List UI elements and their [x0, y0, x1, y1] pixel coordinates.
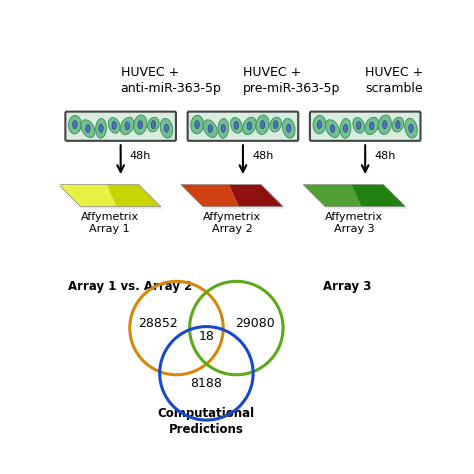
Ellipse shape: [134, 115, 147, 135]
Ellipse shape: [81, 120, 95, 137]
Text: HUVEC +
pre-miR-363-5p: HUVEC + pre-miR-363-5p: [243, 66, 340, 95]
Text: 48h: 48h: [252, 151, 273, 161]
Ellipse shape: [164, 124, 169, 132]
Text: Array 1 vs. Array 2: Array 1 vs. Array 2: [68, 280, 192, 293]
Ellipse shape: [383, 121, 387, 129]
Ellipse shape: [343, 124, 348, 132]
Ellipse shape: [203, 120, 217, 137]
Polygon shape: [182, 187, 285, 209]
Text: Affymetrix
Array 1: Affymetrix Array 1: [81, 212, 139, 235]
Ellipse shape: [191, 115, 203, 134]
Ellipse shape: [365, 117, 379, 135]
Ellipse shape: [160, 118, 173, 138]
Ellipse shape: [273, 120, 278, 128]
Ellipse shape: [247, 122, 252, 130]
Ellipse shape: [96, 118, 106, 138]
Ellipse shape: [234, 121, 238, 129]
Polygon shape: [107, 185, 161, 207]
Polygon shape: [181, 185, 239, 207]
Ellipse shape: [340, 118, 351, 138]
Polygon shape: [229, 185, 283, 207]
Ellipse shape: [125, 122, 129, 130]
Ellipse shape: [195, 120, 199, 128]
Polygon shape: [59, 185, 117, 207]
Text: Array 3: Array 3: [323, 280, 372, 293]
Polygon shape: [351, 185, 405, 207]
Ellipse shape: [260, 121, 265, 129]
Ellipse shape: [326, 120, 339, 137]
Text: 29080: 29080: [236, 317, 275, 330]
Text: Affymetrix
Array 2: Affymetrix Array 2: [203, 212, 261, 235]
Text: 18: 18: [199, 330, 214, 343]
Ellipse shape: [69, 115, 81, 134]
Ellipse shape: [287, 124, 291, 132]
Text: 8188: 8188: [191, 377, 222, 390]
Ellipse shape: [112, 121, 116, 129]
Text: 48h: 48h: [374, 151, 396, 161]
Ellipse shape: [317, 120, 321, 128]
Text: Computational
Predictions: Computational Predictions: [158, 407, 255, 436]
Ellipse shape: [370, 122, 374, 130]
Ellipse shape: [283, 118, 295, 138]
Ellipse shape: [409, 124, 413, 132]
Ellipse shape: [392, 117, 404, 132]
Polygon shape: [303, 185, 361, 207]
Ellipse shape: [151, 120, 155, 128]
Polygon shape: [305, 187, 407, 209]
Ellipse shape: [396, 120, 400, 128]
Ellipse shape: [353, 118, 365, 133]
Text: Affymetrix
Array 3: Affymetrix Array 3: [325, 212, 383, 235]
Ellipse shape: [270, 117, 282, 132]
Text: 28852: 28852: [137, 317, 177, 330]
Text: HUVEC +
scramble: HUVEC + scramble: [365, 66, 423, 95]
Ellipse shape: [73, 120, 77, 128]
Ellipse shape: [86, 125, 90, 133]
Ellipse shape: [330, 125, 335, 133]
Text: HUVEC +
anti-miR-363-5p: HUVEC + anti-miR-363-5p: [121, 66, 221, 95]
Ellipse shape: [221, 124, 226, 132]
Ellipse shape: [313, 115, 326, 134]
Ellipse shape: [230, 118, 242, 133]
Ellipse shape: [356, 121, 361, 129]
Ellipse shape: [243, 117, 256, 135]
FancyBboxPatch shape: [188, 112, 298, 141]
Ellipse shape: [208, 125, 212, 133]
Ellipse shape: [378, 115, 392, 135]
Ellipse shape: [147, 117, 159, 132]
FancyBboxPatch shape: [65, 112, 176, 141]
Ellipse shape: [405, 118, 417, 138]
Ellipse shape: [218, 118, 228, 138]
Ellipse shape: [256, 115, 269, 135]
Ellipse shape: [99, 124, 103, 132]
Ellipse shape: [120, 117, 134, 135]
Text: 48h: 48h: [130, 151, 151, 161]
Ellipse shape: [138, 121, 143, 129]
Ellipse shape: [108, 118, 120, 133]
Polygon shape: [61, 187, 163, 209]
FancyBboxPatch shape: [310, 112, 420, 141]
